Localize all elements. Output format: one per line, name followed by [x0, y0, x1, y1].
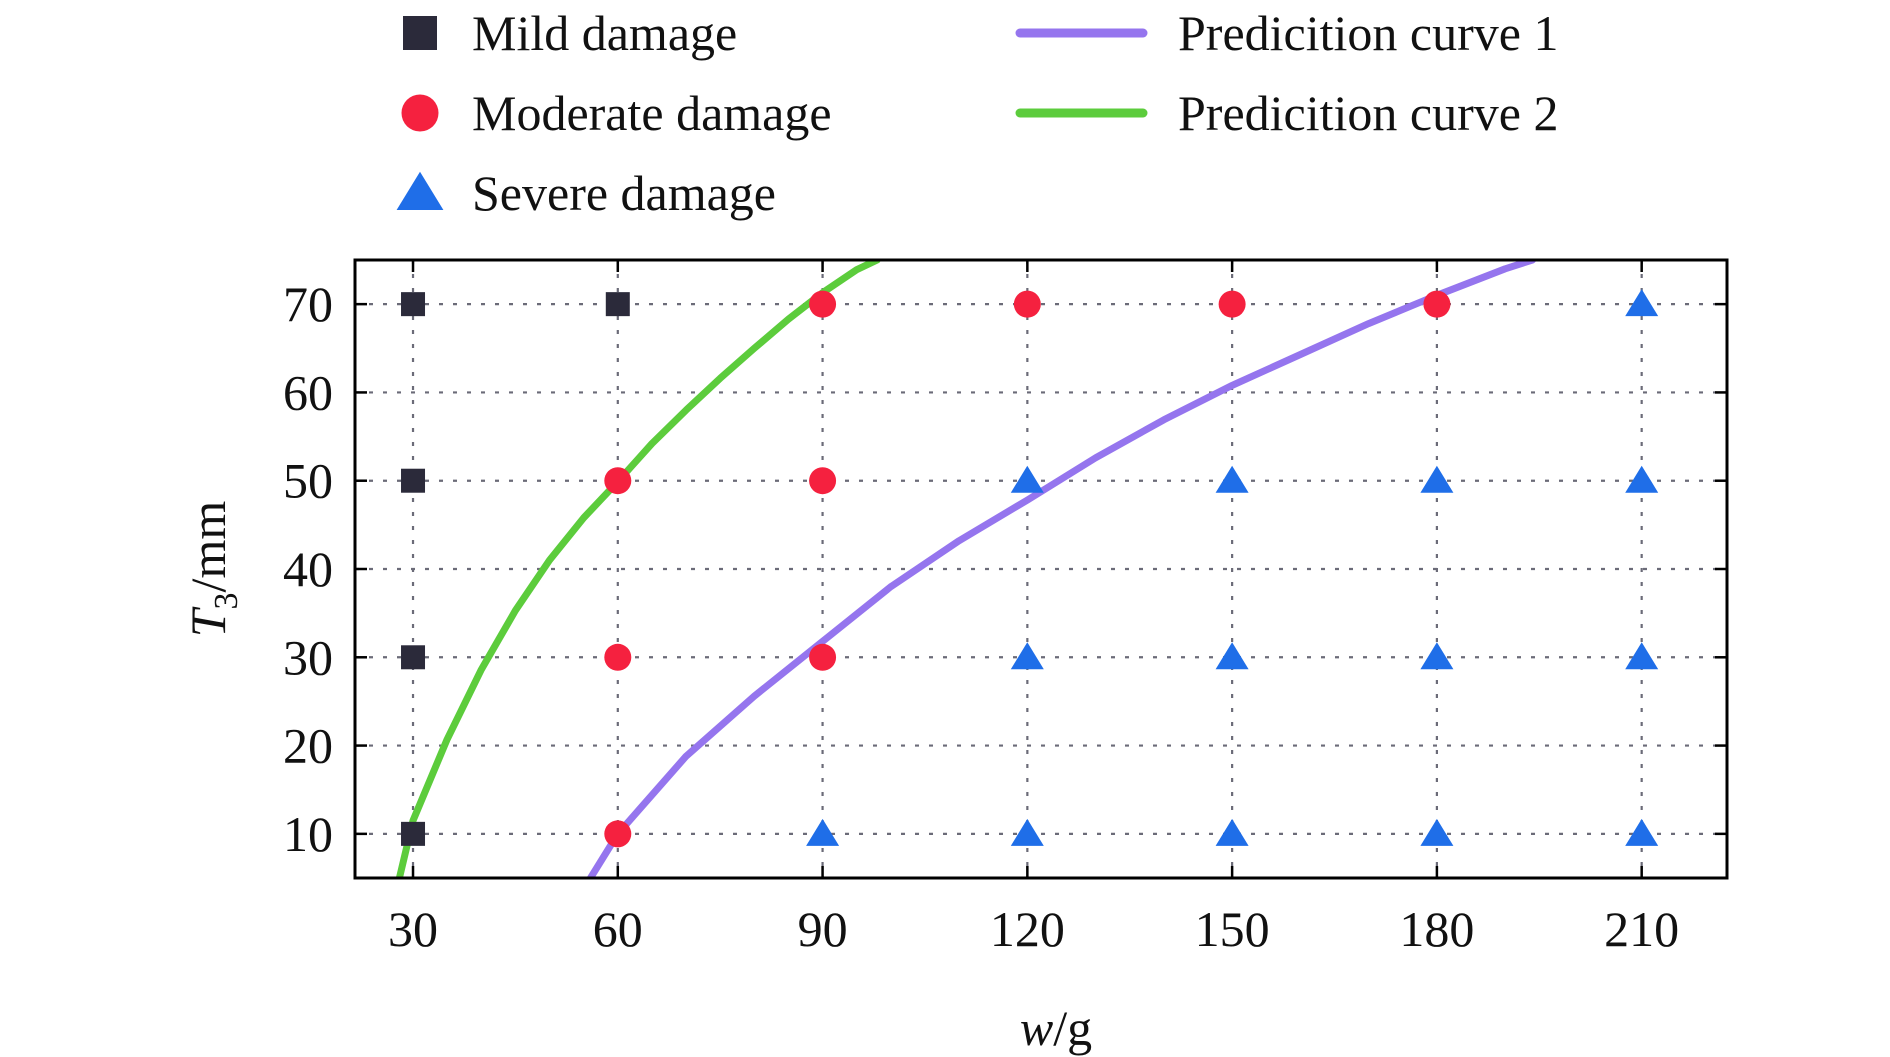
legend-label-prediction-curve-2: Predicition curve 2 [1178, 85, 1558, 141]
tick-labels: 30 60 90 120 150 180 210 10 20 30 40 50 60 70 [283, 276, 1679, 957]
data-point-severe-damage-210-50 [1625, 465, 1659, 493]
data-point-severe-damage-150-30 [1215, 642, 1249, 670]
data-point-severe-damage-90-10 [806, 818, 840, 846]
legend-marker-severe-damage [396, 171, 444, 210]
data-point-severe-damage-180-10 [1420, 818, 1454, 846]
data-point-moderate-damage-90-50 [809, 467, 837, 495]
data-point-mild-damage-60-70 [605, 292, 630, 317]
x-tick-label-120: 120 [990, 901, 1065, 957]
x-tick-label-30: 30 [388, 901, 438, 957]
data-point-moderate-damage-90-70 [809, 290, 837, 318]
y-tick-label-60: 60 [283, 364, 333, 420]
data-point-mild-damage-30-70 [401, 292, 426, 317]
y-tick-label-30: 30 [283, 629, 333, 685]
data-point-severe-damage-120-10 [1010, 818, 1044, 846]
data-point-severe-damage-120-30 [1010, 642, 1044, 670]
x-axis-title: w/g [1020, 1000, 1092, 1056]
y-tick-label-20: 20 [283, 718, 333, 774]
ticks [355, 260, 1727, 878]
data-point-severe-damage-150-50 [1215, 465, 1249, 493]
legend-label-prediction-curve-1: Predicition curve 1 [1178, 5, 1558, 61]
grid [355, 260, 1727, 878]
x-tick-label-150: 150 [1195, 901, 1270, 957]
legend-item-prediction-curve-2: Predicition curve 2 [1015, 85, 1558, 141]
y-tick-label-10: 10 [283, 806, 333, 862]
data-point-severe-damage-180-50 [1420, 465, 1454, 493]
legend-item-prediction-curve-1: Predicition curve 1 [1015, 5, 1558, 61]
x-tick-label-60: 60 [593, 901, 643, 957]
data-point-severe-damage-210-10 [1625, 818, 1659, 846]
data-point-severe-damage-120-50 [1010, 465, 1044, 493]
data-point-moderate-damage-60-10 [604, 820, 632, 848]
data-point-moderate-damage-90-30 [809, 643, 837, 671]
legend-item-moderate-damage: Moderate damage [401, 85, 832, 141]
y-tick-label-70: 70 [283, 276, 333, 332]
legend-label-mild-damage: Mild damage [472, 5, 737, 61]
plot-area [353, 258, 1729, 880]
data-point-moderate-damage-60-50 [604, 467, 632, 495]
data-point-moderate-damage-150-70 [1218, 290, 1246, 318]
y-tick-label-40: 40 [283, 541, 333, 597]
legend: Mild damage Moderate damage Severe damage P… [396, 5, 1558, 221]
data-point-mild-damage-30-30 [401, 645, 426, 670]
data-point-severe-damage-210-70 [1625, 289, 1659, 317]
data-point-severe-damage-180-30 [1420, 642, 1454, 670]
data-point-severe-damage-150-10 [1215, 818, 1249, 846]
data-point-mild-damage-30-10 [401, 821, 426, 846]
legend-item-mild-damage: Mild damage [403, 5, 737, 61]
y-tick-label-50: 50 [283, 453, 333, 509]
legend-marker-mild-damage [403, 16, 437, 50]
data-point-moderate-damage-180-70 [1423, 290, 1451, 318]
prediction-curve-2 [395, 260, 881, 878]
legend-label-moderate-damage: Moderate damage [472, 85, 832, 141]
axis-titles: w/g T3/mm [180, 501, 1092, 1056]
data-point-moderate-damage-120-70 [1013, 290, 1041, 318]
legend-marker-moderate-damage [401, 94, 439, 132]
x-tick-label-90: 90 [798, 901, 848, 957]
legend-item-severe-damage: Severe damage [396, 165, 776, 221]
legend-label-severe-damage: Severe damage [472, 165, 776, 221]
y-axis-title: T3/mm [180, 501, 245, 638]
x-tick-label-180: 180 [1399, 901, 1474, 957]
prediction-curve-1 [587, 260, 1536, 878]
data-point-moderate-damage-60-30 [604, 643, 632, 671]
x-tick-label-210: 210 [1604, 901, 1679, 957]
data-point-mild-damage-30-50 [401, 468, 426, 493]
data-point-severe-damage-210-30 [1625, 642, 1659, 670]
